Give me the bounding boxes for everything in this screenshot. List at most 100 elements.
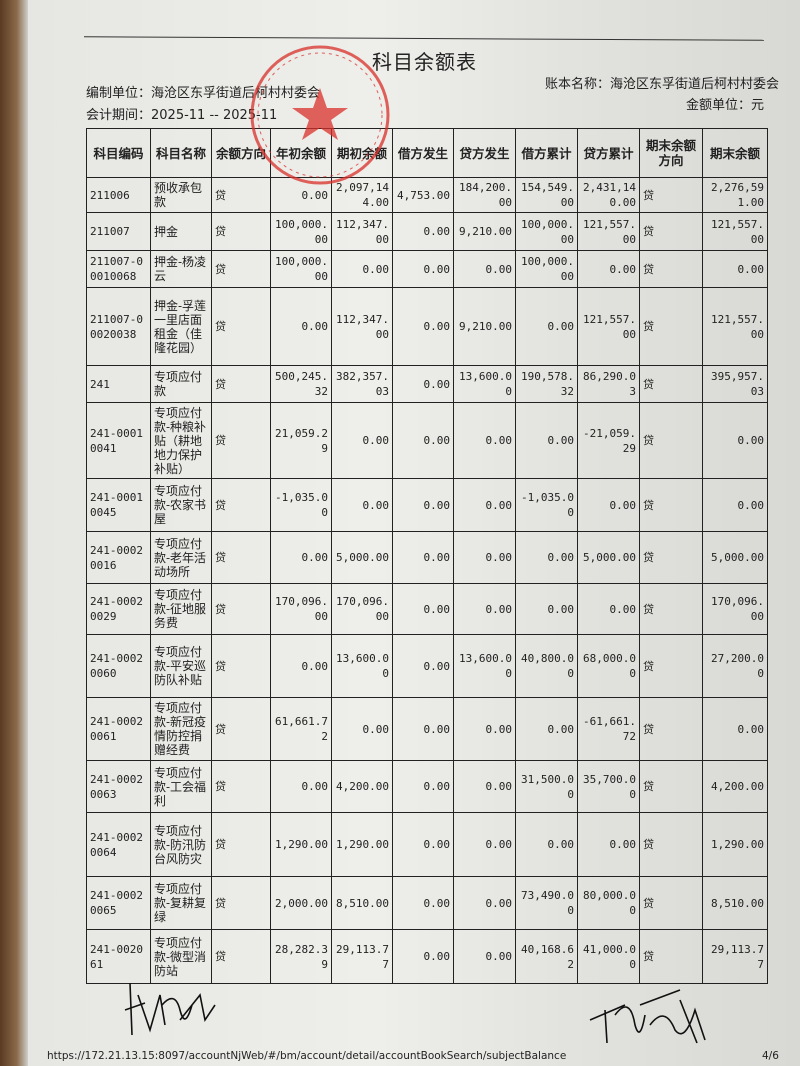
cell-debit-amount: 0.00 <box>392 929 454 984</box>
cell-closing-direction: 贷 <box>639 812 703 877</box>
cell-balance-direction: 贷 <box>211 812 271 877</box>
cell-period-opening-balance: 112,347.00 <box>331 212 393 251</box>
cell-closing-direction: 贷 <box>639 929 703 984</box>
cell-debit-amount: 0.00 <box>392 365 454 403</box>
page-number: 4/6 <box>762 1050 779 1062</box>
cell-balance-direction: 贷 <box>211 531 271 584</box>
table-row: 241-002061 专项应付款-微型消防站贷 28,282.39 29,113.77… <box>86 929 768 984</box>
official-seal-icon <box>250 45 390 185</box>
cell-credit-amount: 0.00 <box>453 478 516 532</box>
cell-debit-amount: 0.00 <box>392 583 454 635</box>
cell-period-opening-balance: 382,357.03 <box>331 365 393 403</box>
cell-credit-cumulative: -21,059.29 <box>577 402 640 479</box>
cell-period-opening-balance: 1,290.00 <box>331 812 393 877</box>
cell-period-opening-balance: 13,600.00 <box>331 634 393 698</box>
cell-subject-code: 241-00020060 <box>86 634 151 698</box>
cell-debit-amount: 0.00 <box>392 531 454 584</box>
cell-subject-name: 专项应付款-新冠疫情防控捐赠经费 <box>150 697 212 761</box>
cell-credit-cumulative: 68,000.00 <box>577 634 640 698</box>
header-credit-amount: 贷方发生 <box>453 128 516 178</box>
cell-period-opening-balance: 29,113.77 <box>331 929 393 984</box>
header-subject-code: 科目编码 <box>86 128 151 178</box>
cell-subject-name: 专项应付款-平安巡防队补贴 <box>150 634 212 698</box>
cell-subject-name: 专项应付款-老年活动场所 <box>150 531 212 584</box>
cell-balance-direction: 贷 <box>211 583 271 635</box>
header-credit-cumulative: 贷方累计 <box>577 128 640 178</box>
cell-closing-direction: 贷 <box>639 212 703 251</box>
cell-subject-code: 241-00020063 <box>86 760 151 813</box>
cell-subject-name: 专项应付款-农家书屋 <box>150 478 212 532</box>
accounting-period: 会计期间：2025-11 -- 2025-11 <box>86 108 278 123</box>
header-debit-amount: 借方发生 <box>392 128 454 178</box>
cell-closing-balance: 121,557.00 <box>702 287 768 366</box>
cell-subject-name: 押金-杨凌云 <box>150 250 212 288</box>
cell-subject-code: 241-00020065 <box>86 876 151 930</box>
table-row: 241-00020063 专项应付款-工会福利贷 0.00 4,200.00 0.00 0… <box>86 760 768 813</box>
cell-debit-cumulative: 0.00 <box>515 812 578 877</box>
cell-debit-cumulative: 40,800.00 <box>515 634 578 698</box>
cell-closing-balance: 2,276,591.00 <box>702 177 768 213</box>
cell-credit-cumulative: 35,700.00 <box>577 760 640 813</box>
signature-right <box>589 989 706 1044</box>
cell-credit-amount: 0.00 <box>453 760 516 813</box>
cell-closing-balance: 0.00 <box>702 478 768 532</box>
cell-credit-cumulative: 0.00 <box>577 812 640 877</box>
cell-closing-direction: 贷 <box>639 531 703 584</box>
cell-year-opening-balance: 170,096.00 <box>270 583 332 635</box>
cell-debit-amount: 4,753.00 <box>392 177 454 213</box>
cell-subject-code: 211007-00010068 <box>86 250 151 288</box>
cell-subject-name: 专项应付款-防汛防台风防灾 <box>150 812 212 877</box>
cell-year-opening-balance: 1,290.00 <box>270 812 332 877</box>
cell-subject-code: 241-00010041 <box>86 402 151 479</box>
cell-period-opening-balance: 112,347.00 <box>331 287 393 366</box>
cell-debit-cumulative: 100,000.00 <box>515 212 578 251</box>
cell-closing-direction: 贷 <box>639 583 703 635</box>
cell-closing-direction: 贷 <box>639 365 703 403</box>
table-row: 241-00010041 专项应付款-种粮补贴（耕地地力保护补贴）贷 21,059.… <box>86 402 768 479</box>
cell-credit-cumulative: 80,000.00 <box>577 876 640 930</box>
cell-year-opening-balance: 28,282.39 <box>270 929 332 984</box>
cell-subject-code: 241-00020029 <box>86 583 151 635</box>
cell-debit-amount: 0.00 <box>392 478 454 532</box>
cell-debit-amount: 0.00 <box>392 634 454 698</box>
cell-debit-cumulative: 73,490.00 <box>515 876 578 930</box>
cell-year-opening-balance: 0.00 <box>270 760 332 813</box>
cell-balance-direction: 贷 <box>211 177 271 213</box>
cell-debit-cumulative: 0.00 <box>515 402 578 479</box>
cell-closing-balance: 5,000.00 <box>702 531 768 584</box>
cell-credit-amount: 0.00 <box>453 250 516 288</box>
cell-balance-direction: 贷 <box>211 212 271 251</box>
cell-period-opening-balance: 0.00 <box>331 402 393 479</box>
cell-debit-amount: 0.00 <box>392 697 454 761</box>
table-row: 241-00020016 专项应付款-老年活动场所贷 0.00 5,000.00 0.0… <box>86 531 768 584</box>
cell-year-opening-balance: 61,661.72 <box>270 697 332 761</box>
cell-balance-direction: 贷 <box>211 250 271 288</box>
amount-unit: 金额单位：元 <box>686 98 765 113</box>
page-url: https://172.21.13.15:8097/accountNjWeb/#… <box>47 1050 567 1062</box>
cell-subject-code: 211007 <box>86 212 151 251</box>
book-name: 账本名称：海沧区东孚街道后柯村村委会 <box>545 77 780 92</box>
table-row: 241-00020061 专项应付款-新冠疫情防控捐赠经费贷 61,661.72 0.… <box>86 697 768 761</box>
cell-balance-direction: 贷 <box>211 402 271 479</box>
cell-subject-name: 专项应付款-工会福利 <box>150 760 212 813</box>
cell-closing-direction: 贷 <box>639 250 703 288</box>
cell-closing-balance: 121,557.00 <box>702 212 768 251</box>
cell-balance-direction: 贷 <box>211 287 271 366</box>
cell-year-opening-balance: 0.00 <box>270 531 332 584</box>
header-debit-cumulative: 借方累计 <box>515 128 578 178</box>
cell-debit-cumulative: 100,000.00 <box>515 250 578 288</box>
cell-credit-amount: 9,210.00 <box>453 287 516 366</box>
header-subject-name: 科目名称 <box>150 128 212 178</box>
cell-subject-name: 专项应付款-微型消防站 <box>150 929 212 984</box>
compiler-unit: 编制单位：海沧区东孚街道后柯村村委会 <box>86 86 321 101</box>
cell-year-opening-balance: 0.00 <box>270 287 332 366</box>
cell-closing-balance: 0.00 <box>702 402 768 479</box>
cell-subject-name: 专项应付款 <box>150 365 212 403</box>
cell-subject-code: 241-00020016 <box>86 531 151 584</box>
cell-credit-cumulative: -61,661.72 <box>577 697 640 761</box>
cell-debit-cumulative: 154,549.00 <box>515 177 578 213</box>
cell-subject-code: 241 <box>86 365 151 403</box>
cell-credit-cumulative: 5,000.00 <box>577 531 640 584</box>
cell-period-opening-balance: 0.00 <box>331 697 393 761</box>
cell-credit-amount: 0.00 <box>453 876 516 930</box>
